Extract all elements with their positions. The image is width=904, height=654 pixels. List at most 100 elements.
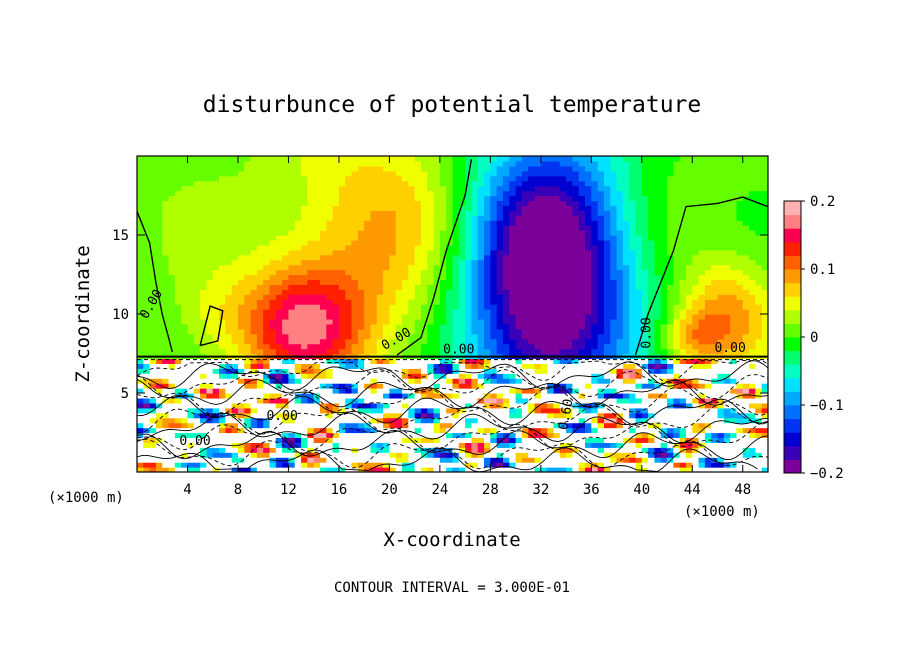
field-cell [484, 457, 491, 463]
field-cell [370, 259, 378, 266]
field-cell [566, 378, 573, 384]
field-cell [465, 368, 473, 374]
field-cell [452, 432, 460, 439]
field-cell [338, 442, 346, 448]
field-cell [187, 210, 195, 216]
field-cell [282, 323, 290, 330]
field-cell [616, 417, 624, 424]
field-cell [547, 467, 555, 472]
field-cell [528, 363, 536, 369]
field-cell [578, 230, 586, 236]
field-cell [465, 289, 473, 295]
field-cell [547, 235, 555, 241]
field-cell [452, 348, 460, 355]
field-cell [212, 235, 220, 241]
field-cell [559, 195, 567, 202]
field-cell [275, 407, 283, 414]
field-cell [427, 185, 435, 192]
field-cell [433, 244, 441, 251]
field-cell [143, 294, 151, 300]
field-cell [282, 397, 290, 404]
field-cell [496, 279, 504, 285]
field-cell [509, 338, 517, 345]
field-cell [603, 417, 611, 424]
field-cell [319, 235, 327, 241]
field-cell [237, 165, 245, 172]
field-cell [364, 264, 372, 271]
field-cell [326, 467, 334, 472]
field-cell [364, 368, 372, 374]
field-cell [225, 343, 233, 350]
field-cell [572, 225, 580, 231]
field-cell [200, 239, 208, 246]
field-cell [420, 175, 428, 182]
field-cell [244, 457, 252, 463]
field-cell [458, 417, 466, 424]
field-cell [301, 422, 308, 429]
field-cell [458, 358, 466, 364]
field-cell [610, 314, 618, 320]
field-cell [585, 249, 592, 256]
field-cell [616, 457, 624, 463]
field-cell [553, 304, 561, 310]
field-cell [496, 407, 504, 414]
field-cell [357, 195, 365, 202]
field-cell [263, 442, 271, 448]
field-cell [319, 328, 327, 335]
field-cell [319, 373, 327, 379]
field-cell [345, 269, 353, 276]
plot-area: 0.000.000.000.00 0.000.00 0.000.60 [136, 155, 769, 473]
field-cell [174, 156, 182, 162]
field-cell [263, 225, 271, 231]
field-cell [408, 225, 416, 231]
field-cell [282, 368, 290, 374]
field-cell [143, 323, 151, 330]
field-cell [275, 165, 283, 172]
field-cell [540, 299, 548, 305]
field-cell [338, 210, 346, 216]
field-cell [597, 358, 605, 364]
field-cell [313, 175, 321, 182]
field-cell [288, 165, 296, 172]
field-cell [490, 427, 498, 434]
field-cell [263, 259, 271, 266]
field-cell [250, 378, 258, 384]
field-cell [225, 284, 233, 290]
field-cell [263, 393, 271, 399]
field-cell [250, 348, 258, 355]
field-cell [395, 195, 403, 202]
field-cell [326, 427, 334, 434]
field-cell [193, 274, 201, 281]
field-cell [193, 156, 201, 162]
field-cell [319, 323, 327, 330]
field-cell [219, 447, 226, 453]
field-cell [559, 279, 567, 285]
field-cell [282, 259, 290, 266]
field-cell [256, 249, 264, 256]
field-cell [282, 230, 290, 236]
field-cell [515, 239, 523, 246]
field-cell [357, 452, 365, 458]
field-cell [181, 343, 189, 350]
field-cell [471, 279, 479, 285]
field-cell [610, 156, 618, 162]
field-cell [256, 156, 264, 162]
field-cell [427, 452, 435, 458]
field-cell [155, 190, 163, 197]
field-cell [206, 397, 214, 404]
field-cell [250, 427, 258, 434]
field-cell [484, 363, 491, 369]
field-cell [219, 422, 226, 429]
field-cell [231, 180, 239, 187]
field-cell [591, 467, 599, 472]
field-cell [515, 467, 523, 472]
field-cell [484, 383, 491, 389]
field-cell [237, 299, 245, 305]
field-cell [528, 269, 536, 276]
field-cell [338, 220, 346, 226]
field-cell [452, 156, 460, 162]
field-cell [566, 412, 573, 419]
field-cell [597, 279, 605, 285]
field-cell [521, 323, 529, 330]
field-cell [187, 279, 195, 285]
